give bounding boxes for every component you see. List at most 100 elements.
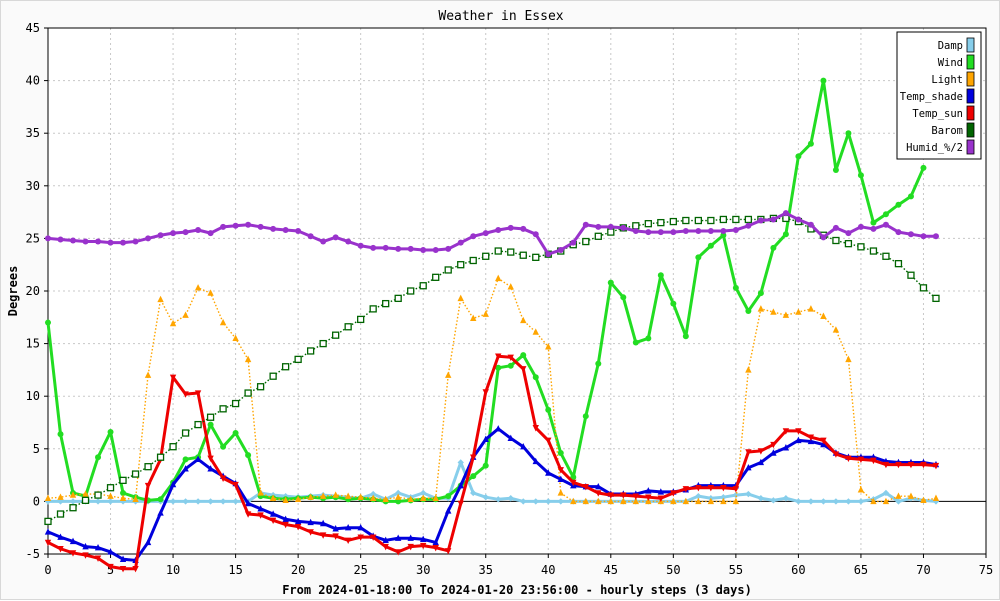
data-point xyxy=(507,362,514,369)
series-wind xyxy=(45,77,927,505)
data-point xyxy=(470,473,477,480)
data-point xyxy=(882,221,889,228)
data-point xyxy=(169,319,177,327)
plot-frame xyxy=(47,27,987,555)
data-point xyxy=(645,497,652,505)
data-point xyxy=(432,246,439,253)
data-point xyxy=(319,532,327,539)
data-point xyxy=(707,497,715,505)
data-point xyxy=(207,498,214,505)
data-point xyxy=(745,490,752,498)
data-point xyxy=(294,495,302,502)
data-point xyxy=(120,239,127,246)
series-temp-sun xyxy=(44,353,940,573)
data-point xyxy=(807,305,815,312)
data-point xyxy=(795,498,802,505)
data-point xyxy=(470,314,477,322)
data-point xyxy=(770,308,777,315)
x-tick-label: 15 xyxy=(228,563,242,577)
data-point xyxy=(244,389,252,397)
data-point xyxy=(344,492,352,499)
data-point xyxy=(570,474,577,481)
data-point xyxy=(707,228,714,235)
data-point xyxy=(495,364,502,371)
data-point xyxy=(682,216,690,225)
data-point xyxy=(632,497,640,505)
data-point xyxy=(482,389,489,396)
data-point xyxy=(732,497,740,505)
legend-label: Temp_shade xyxy=(900,91,963,103)
data-point xyxy=(845,230,852,237)
data-point xyxy=(70,237,77,244)
legend-label: Humid_%/2 xyxy=(906,142,963,154)
data-point xyxy=(857,486,865,493)
data-point xyxy=(570,239,577,246)
data-point xyxy=(345,238,352,245)
data-point xyxy=(857,498,865,505)
data-point xyxy=(745,449,752,456)
data-point xyxy=(657,488,665,495)
data-point xyxy=(382,536,389,544)
data-point xyxy=(182,465,189,472)
data-point xyxy=(219,405,227,413)
data-point xyxy=(519,251,527,259)
data-point xyxy=(919,284,928,292)
data-point xyxy=(482,252,490,260)
data-point xyxy=(445,493,452,500)
y-tick-label: 15 xyxy=(26,337,40,351)
data-point xyxy=(169,374,177,381)
data-point xyxy=(595,360,602,367)
data-point xyxy=(382,299,390,308)
data-point xyxy=(82,490,89,497)
data-point xyxy=(482,435,489,443)
data-point xyxy=(545,498,552,505)
data-point xyxy=(907,271,915,279)
data-point xyxy=(757,458,765,466)
data-point xyxy=(695,497,702,505)
data-point xyxy=(444,266,452,274)
data-point xyxy=(744,215,753,224)
data-point xyxy=(782,311,790,318)
data-point xyxy=(495,425,502,432)
data-point xyxy=(407,534,414,541)
x-tick-label: 45 xyxy=(604,563,618,577)
y-tick-label: 45 xyxy=(26,21,40,35)
data-point xyxy=(232,498,239,505)
data-point xyxy=(682,486,690,493)
data-point xyxy=(132,238,139,245)
data-point xyxy=(269,372,277,380)
data-point xyxy=(420,489,427,497)
data-point xyxy=(607,497,614,505)
data-point xyxy=(119,555,127,562)
legend-label: Wind xyxy=(938,57,963,69)
data-point xyxy=(532,425,539,432)
data-point xyxy=(420,535,427,542)
data-point xyxy=(169,480,177,488)
data-point xyxy=(720,497,727,505)
data-point xyxy=(44,528,52,535)
data-point xyxy=(394,489,402,497)
data-point xyxy=(457,500,464,508)
data-point xyxy=(895,201,902,208)
y-tick-label: 20 xyxy=(26,284,40,298)
data-point xyxy=(407,543,414,551)
data-point xyxy=(782,214,790,223)
data-point xyxy=(532,374,539,381)
data-point xyxy=(907,461,915,469)
data-point xyxy=(332,533,339,540)
data-point xyxy=(420,494,427,501)
data-point xyxy=(907,193,914,200)
data-point xyxy=(157,496,164,503)
data-point xyxy=(720,485,727,492)
data-point xyxy=(382,244,389,251)
data-point xyxy=(670,300,677,307)
data-point xyxy=(707,216,715,225)
data-point xyxy=(419,282,427,290)
data-point xyxy=(232,222,239,229)
data-point xyxy=(607,228,615,236)
data-point xyxy=(369,534,377,541)
data-point xyxy=(307,529,314,536)
data-point xyxy=(920,496,927,504)
data-point xyxy=(245,452,252,459)
data-point xyxy=(394,534,402,541)
